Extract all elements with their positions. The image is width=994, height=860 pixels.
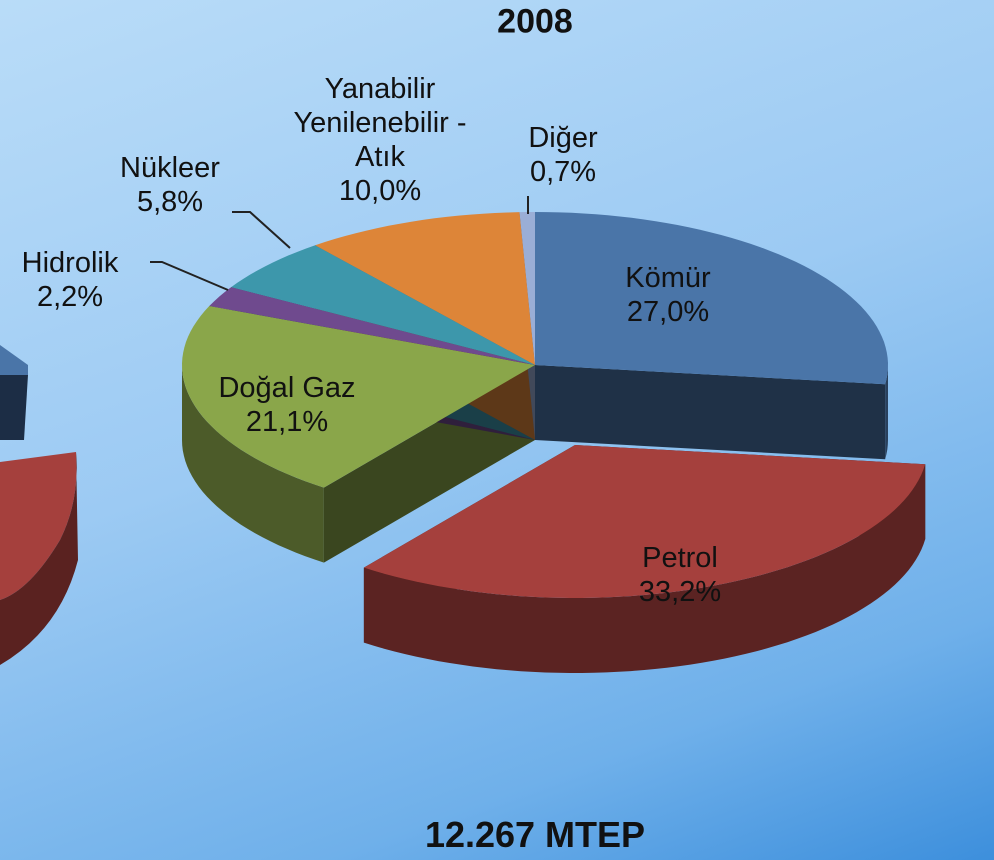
slice-wall — [885, 365, 888, 460]
slice-label: Kömür 27,0% — [518, 261, 818, 329]
value-label: 21,1% — [245, 406, 329, 438]
category-label: Hidrolik — [21, 247, 119, 279]
slice-label: Yanabilir Yenilenebilir - Atık 10,0% — [280, 72, 480, 208]
background-pie-fragment — [0, 452, 77, 600]
value-label: 2,2% — [36, 281, 104, 313]
slice-label: Petrol 33,2% — [530, 541, 830, 609]
slice — [315, 212, 535, 365]
category-label: Nükleer — [120, 152, 220, 184]
slice-wall — [182, 365, 324, 563]
background-pie-fragment — [0, 375, 28, 440]
slice-label: Nükleer 5,8% — [70, 151, 270, 219]
category-label: Petrol — [642, 542, 718, 574]
slice-label: Doğal Gaz 21,1% — [137, 371, 437, 439]
slice-label: Diğer 0,7% — [503, 121, 623, 189]
slice — [209, 287, 536, 365]
slice — [535, 212, 888, 385]
value-label: 10,0% — [338, 175, 422, 207]
background-pie-fragment — [0, 345, 28, 375]
chart-title: 2008 — [497, 2, 573, 41]
category-label: Doğal Gaz — [218, 372, 356, 404]
slice — [363, 445, 926, 598]
slice-face — [535, 365, 886, 460]
leader-line — [150, 261, 229, 291]
footer: 12.267 MTEP — [424, 814, 646, 855]
slice-wall — [363, 464, 926, 673]
value-label: 5,8% — [136, 186, 204, 218]
background-pie-fragment — [0, 452, 78, 665]
slice — [182, 306, 535, 488]
leader-line — [232, 211, 291, 249]
slice — [231, 245, 535, 365]
value-label: 0,7% — [529, 156, 597, 188]
value-label: 33,2% — [638, 576, 722, 608]
slice — [519, 212, 535, 365]
category-label: Diğer — [528, 122, 598, 154]
category-label: Kömür — [625, 262, 711, 294]
slice-label: Hidrolik 2,2% — [0, 246, 150, 314]
category-label: Yanabilir Yenilenebilir - Atık — [293, 73, 467, 173]
value-label: 27,0% — [626, 296, 710, 328]
